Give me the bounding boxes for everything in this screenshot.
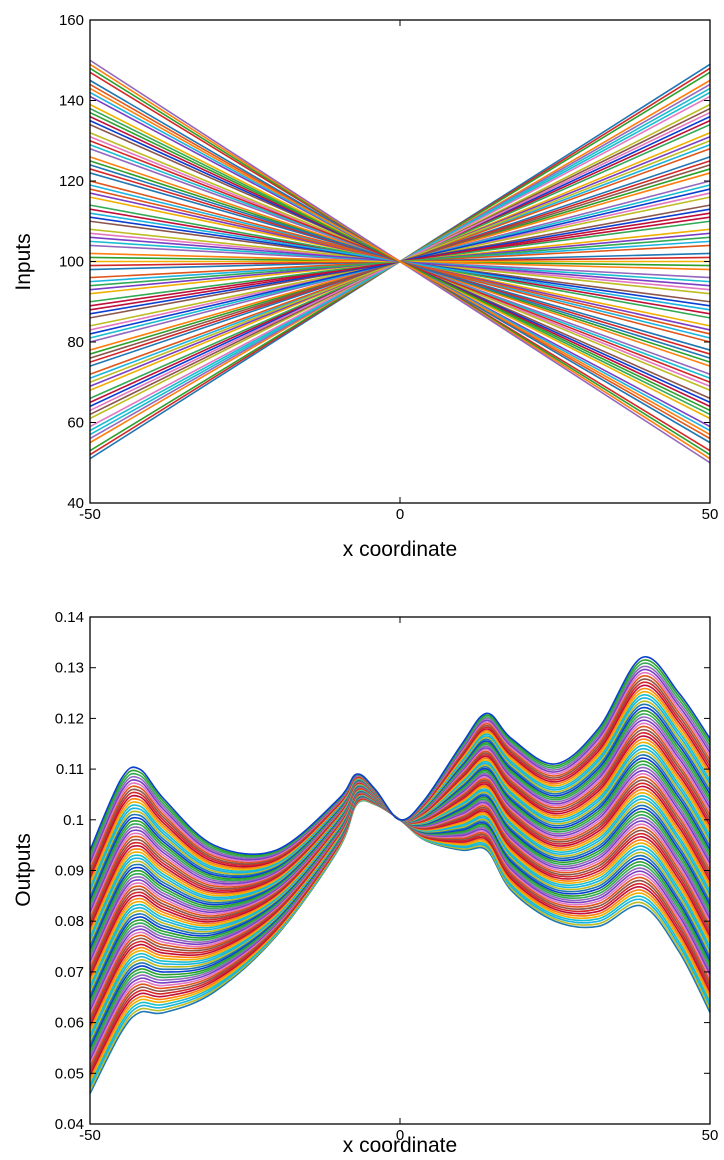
outputs-ytick-label: 0.06 xyxy=(55,1015,84,1032)
inputs-ticks: -50 0 50 40 60 80 100 120 140 160 xyxy=(59,12,718,523)
inputs-ytick-label: 80 xyxy=(67,334,84,351)
outputs-y-axis-label: Outputs xyxy=(12,833,35,907)
inputs-x-axis-label: x coordinate xyxy=(343,538,457,561)
outputs-series-line xyxy=(89,656,711,855)
inputs-series-line xyxy=(89,87,711,436)
inputs-xtick-label: 0 xyxy=(396,506,404,523)
inputs-ytick-label: 140 xyxy=(59,93,84,110)
inputs-ytick-label: 160 xyxy=(59,12,84,29)
outputs-ytick-label: 0.05 xyxy=(55,1065,84,1082)
outputs-xtick-label: -50 xyxy=(79,1127,101,1144)
outputs-ytick-label: 0.14 xyxy=(55,609,84,626)
outputs-ticks: -50 0 50 0.04 0.05 0.06 0.07 0.08 0.09 0.1 0.11 0.1… xyxy=(55,609,719,1144)
inputs-ytick-label: 60 xyxy=(67,415,84,432)
outputs-ytick-label: 0.12 xyxy=(55,710,84,727)
inputs-ytick-label: 40 xyxy=(67,495,84,512)
outputs-ytick-label: 0.13 xyxy=(55,660,84,677)
outputs-ytick-label: 0.1 xyxy=(63,812,84,829)
outputs-ytick-label: 0.04 xyxy=(55,1116,84,1133)
inputs-ytick-label: 120 xyxy=(59,173,84,190)
outputs-xtick-label: 0 xyxy=(396,1127,404,1144)
inputs-chart: -50 0 50 40 60 80 100 120 140 160 x coordinate In… xyxy=(12,12,718,561)
outputs-series-group xyxy=(89,656,711,1094)
outputs-ytick-label: 0.08 xyxy=(55,913,84,930)
outputs-x-axis-label: x coordinate xyxy=(343,1134,457,1157)
outputs-ytick-label: 0.07 xyxy=(55,964,84,981)
inputs-xtick-label: -50 xyxy=(79,506,101,523)
inputs-ytick-label: 100 xyxy=(59,254,84,271)
inputs-xtick-label: 50 xyxy=(702,506,719,523)
outputs-series-line xyxy=(89,798,711,1085)
outputs-ytick-label: 0.11 xyxy=(56,761,84,778)
inputs-y-axis-label: Inputs xyxy=(12,233,35,290)
outputs-ytick-label: 0.09 xyxy=(55,863,84,880)
outputs-chart: -50 0 50 0.04 0.05 0.06 0.07 0.08 0.09 0.1 0.11 0.1… xyxy=(12,609,718,1157)
inputs-series-group xyxy=(89,59,711,464)
outputs-xtick-label: 50 xyxy=(702,1127,719,1144)
